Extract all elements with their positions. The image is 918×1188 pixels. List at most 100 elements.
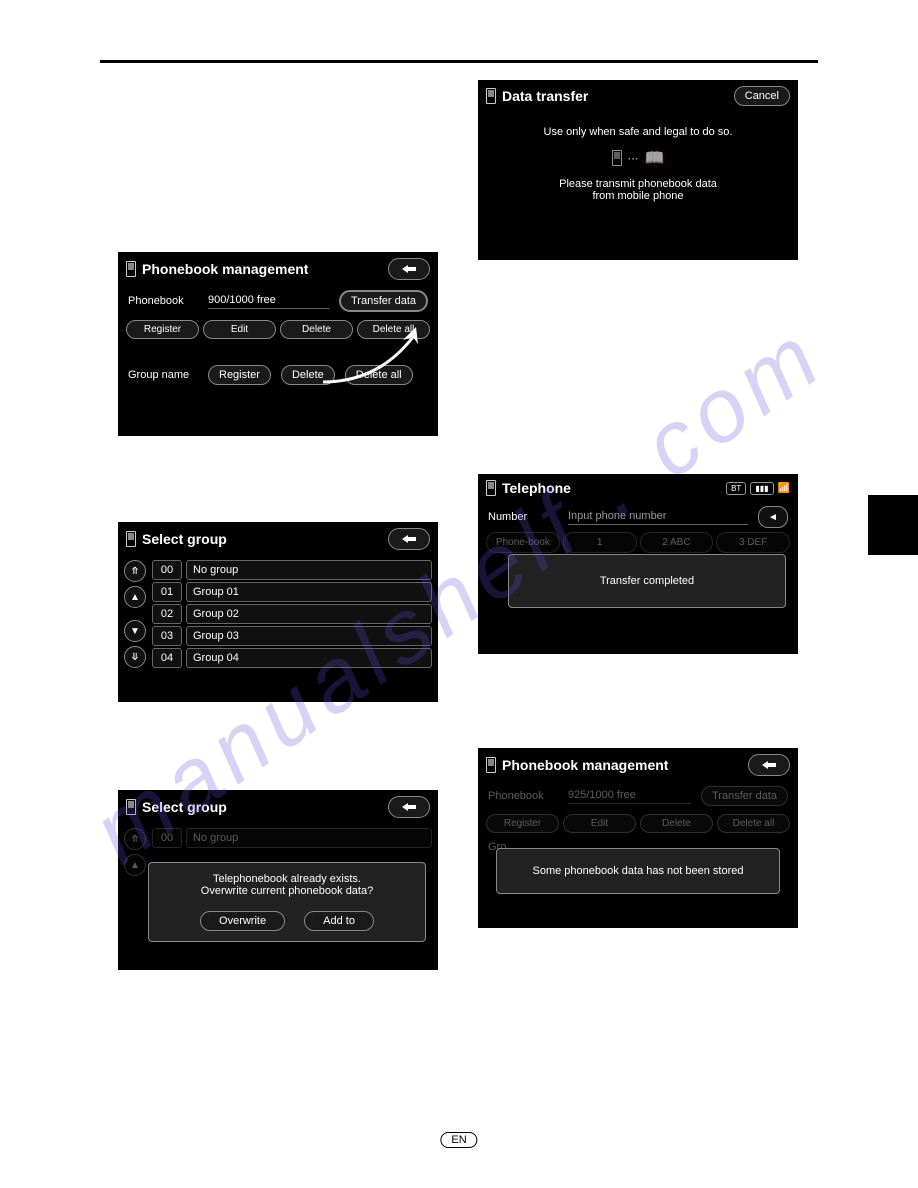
battery-icon: ▮▮▮ [750,482,773,495]
txt: Group 04 [186,648,432,668]
list-item[interactable]: 01Group 01 [152,582,432,602]
screen-telephone: Telephone BT ▮▮▮ 📶 Number Input phone nu… [478,474,798,654]
not-stored-modal: Some phonebook data has not been stored [496,848,780,894]
txt: Group 03 [186,626,432,646]
modal-line1: Telephonebook already exists. [159,873,415,885]
register-button[interactable]: Register [126,320,199,339]
body: Use only when safe and legal to do so. ⋯… [478,112,798,216]
txt: Group 01 [186,582,432,602]
scroll-up-button[interactable]: ▲ [124,586,146,608]
idx: 02 [152,604,182,624]
instruction-line2: from mobile phone [488,190,788,202]
idx: 00 [152,828,182,848]
list-item: 00No group [152,828,432,848]
instruction-line1: Please transmit phonebook data [488,178,788,190]
number-input[interactable]: Input phone number [568,510,748,525]
group-register-button[interactable]: Register [208,365,271,385]
phone-icon [126,531,136,547]
screen-phonebook-mgmt: Phonebook management Phonebook 900/1000 … [118,252,438,436]
phone-icon [612,150,622,166]
phone-icon [126,799,136,815]
group-delete-all-button[interactable]: Delete all [345,365,413,385]
header: Phonebook management [118,252,438,286]
back-button[interactable] [748,754,790,776]
edit-button[interactable]: Edit [203,320,276,339]
rows: 00No group 01Group 01 02Group 02 03Group… [152,560,432,668]
header: Telephone BT ▮▮▮ 📶 [478,474,798,502]
txt: No group [186,560,432,580]
header: Phonebook management [478,748,798,782]
register-button: Register [486,814,559,833]
phone-icon [486,757,496,773]
bt-icon: BT [726,482,746,495]
status-icons: BT ▮▮▮ 📶 [726,482,790,495]
transfer-complete-text: Transfer completed [600,575,694,587]
phone-icon [486,88,496,104]
group-row: Group name Register Delete Delete all [118,361,438,389]
phonebook-label: Phonebook [128,295,198,307]
overwrite-modal: Telephonebook already exists. Overwrite … [148,862,426,942]
scroll-up-button: ▲ [124,854,146,876]
list-item[interactable]: 04Group 04 [152,648,432,668]
title: Phonebook management [502,757,742,773]
phonebook-label: Phonebook [488,790,558,802]
transfer-data-button: Transfer data [701,786,788,806]
side-tab [868,495,918,555]
back-button[interactable] [388,796,430,818]
number-row: Number Input phone number ◄ [478,502,798,532]
phonebook-free: 925/1000 free [568,789,691,804]
title: Telephone [502,480,720,496]
txt: Group 02 [186,604,432,624]
idx: 00 [152,560,182,580]
modal-line2: Overwrite current phonebook data? [159,885,415,897]
signal-icon: 📶 [778,483,790,494]
delete-all-button: Delete all [717,814,790,833]
group-label: Group name [128,369,198,381]
edit-button: Edit [563,814,636,833]
overwrite-button[interactable]: Overwrite [200,911,285,931]
screen-select-group-modal: Select group ⤊ ▲ 00No group Telephoneboo… [118,790,438,970]
back-button[interactable] [388,258,430,280]
idx: 03 [152,626,182,646]
title: Select group [142,799,382,815]
phonebook-status-row: Phonebook 900/1000 free Transfer data [118,286,438,316]
list-item[interactable]: 02Group 02 [152,604,432,624]
footer-lang: EN [440,1132,477,1148]
header: Select group [118,790,438,824]
screen-data-transfer: Data transfer Cancel Use only when safe … [478,80,798,260]
scroll-down-button[interactable]: ▼ [124,620,146,642]
title: Select group [142,531,382,547]
scroll-top-button: ⤊ [124,828,146,850]
phonebook-button: Phone-book [486,532,560,553]
transfer-complete-modal: Transfer completed [508,554,786,608]
list-item[interactable]: 00No group [152,560,432,580]
phone-icon [486,480,496,496]
scroll-top-button[interactable]: ⤊ [124,560,146,582]
number-label: Number [488,511,558,523]
list-item[interactable]: 03Group 03 [152,626,432,646]
header: Data transfer Cancel [478,80,798,112]
idx: 04 [152,648,182,668]
scroll-column: ⤊ ▲ ▼ ⤋ [124,560,148,668]
book-icon: 📖 [645,148,665,168]
screen-phonebook-not-stored: Phonebook management Phonebook 925/1000 … [478,748,798,928]
delete-all-button[interactable]: Delete all [357,320,430,339]
cancel-button[interactable]: Cancel [734,86,790,106]
backspace-button[interactable]: ◄ [758,506,788,528]
phonebook-status-row: Phonebook 925/1000 free Transfer data [478,782,798,810]
txt: No group [186,828,432,848]
transfer-arrow-icon: ⋯ [628,152,639,165]
delete-button[interactable]: Delete [280,320,353,339]
back-button[interactable] [388,528,430,550]
add-to-button[interactable]: Add to [304,911,374,931]
group-delete-button[interactable]: Delete [281,365,335,385]
page-rule [100,60,818,63]
scroll-bottom-button[interactable]: ⤋ [124,646,146,668]
group-list: ⤊ ▲ ▼ ⤋ 00No group 01Group 01 02Group 02… [118,556,438,672]
phonebook-button-row: Register Edit Delete Delete all [478,810,798,837]
delete-button: Delete [640,814,713,833]
transfer-data-button[interactable]: Transfer data [339,290,428,312]
screen-select-group: Select group ⤊ ▲ ▼ ⤋ 00No group 01Group … [118,522,438,702]
title: Phonebook management [142,261,382,277]
phone-icon [126,261,136,277]
